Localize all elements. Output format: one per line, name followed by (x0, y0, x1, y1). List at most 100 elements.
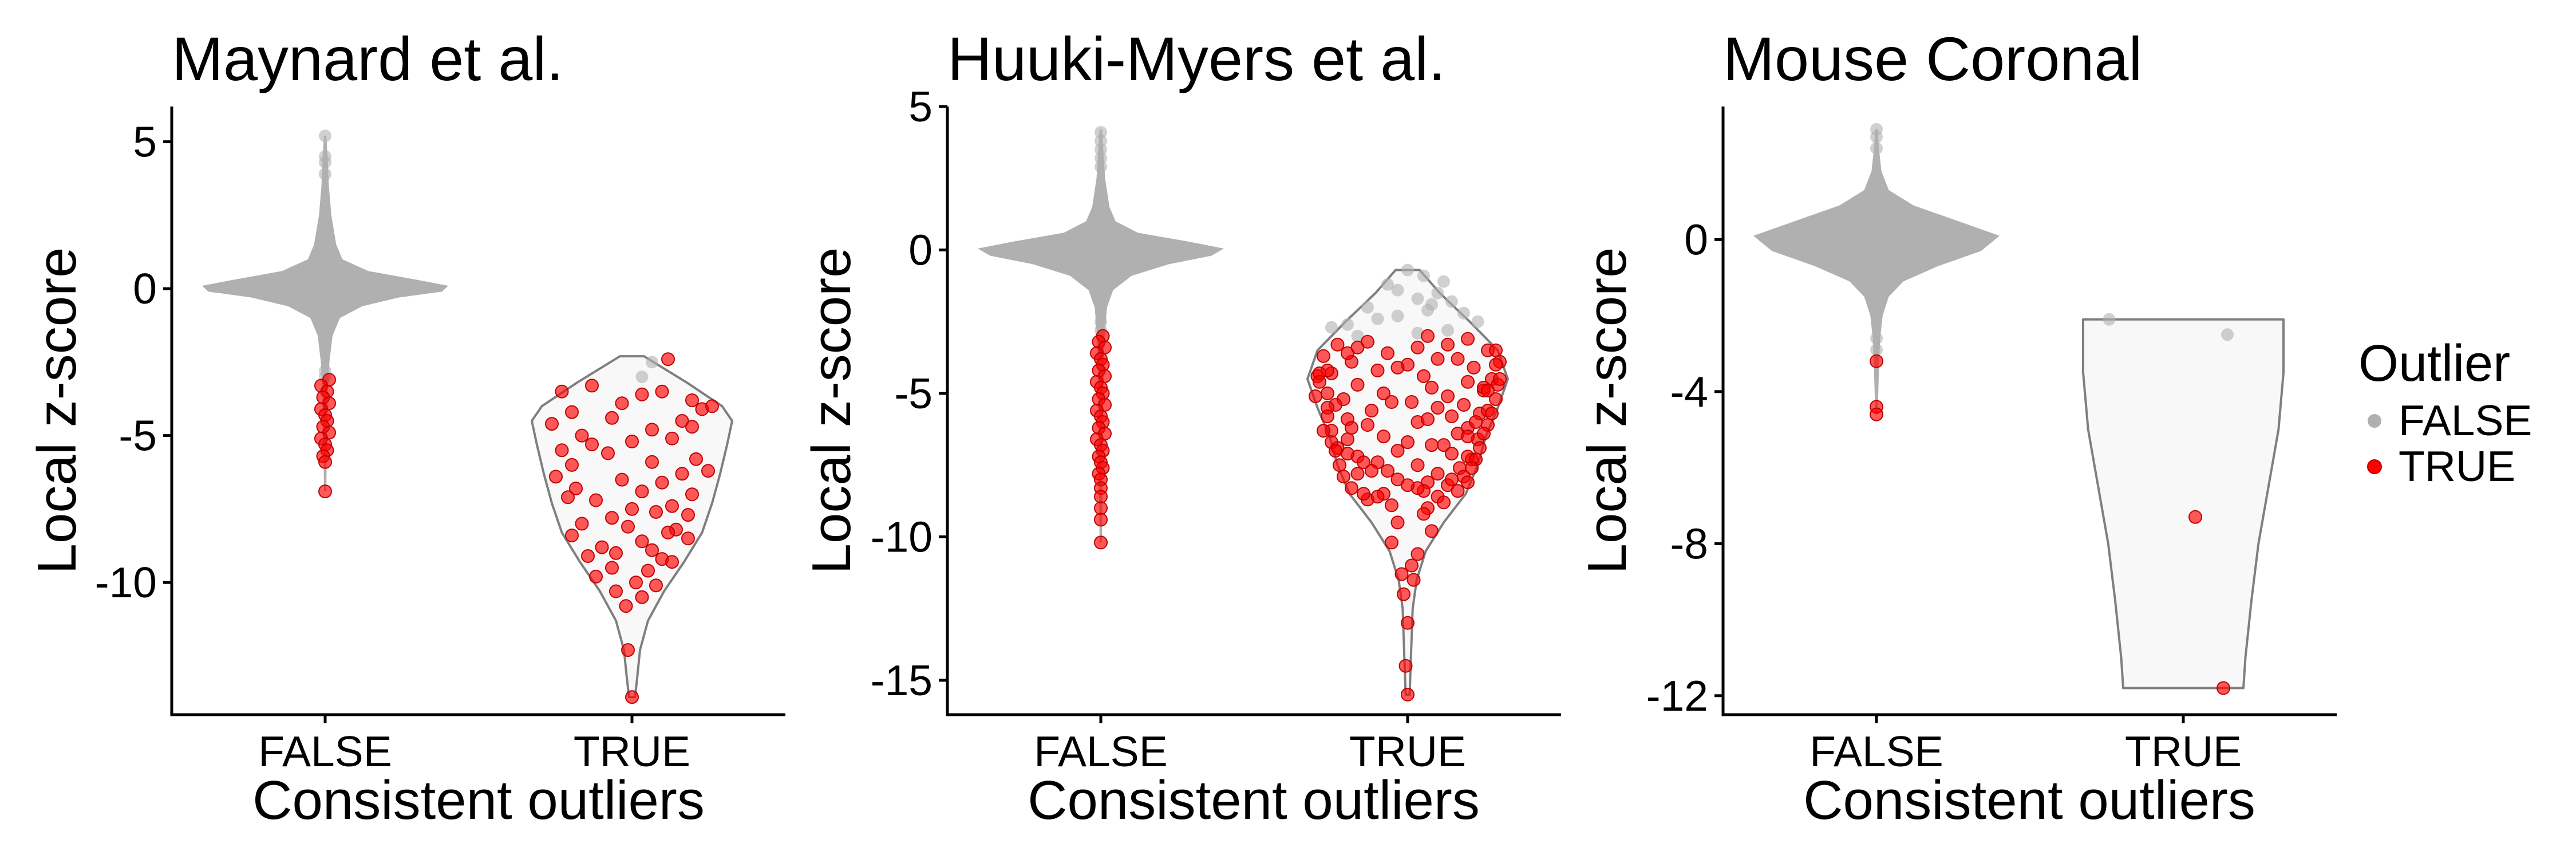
point-outlier-true (1465, 461, 1479, 475)
point-outlier-false (1401, 263, 1414, 277)
point-outlier-true (1321, 386, 1334, 400)
point-outlier-false (1471, 315, 1484, 328)
point-outlier-true (1461, 430, 1475, 444)
point-outlier-true (1421, 412, 1435, 426)
point-outlier-false (646, 356, 658, 369)
point-outlier-true (1350, 377, 1365, 392)
point-outlier-false (1437, 275, 1450, 288)
point-outlier-true (661, 352, 675, 367)
point-outlier-true (585, 438, 599, 451)
point-outlier-true (689, 452, 703, 466)
point-outlier-true (649, 505, 663, 519)
point-outlier-true (1313, 375, 1326, 389)
point-outlier-true (1411, 458, 1425, 472)
point-outlier-true (649, 578, 663, 593)
point-outlier-true (701, 464, 715, 478)
panel-title: Mouse Coronal (1723, 24, 2142, 93)
point-outlier-true (318, 455, 332, 469)
point-outlier-true (601, 446, 615, 460)
point-outlier-true (1385, 535, 1398, 550)
point-outlier-true (625, 434, 639, 448)
plot-area (978, 126, 1509, 702)
point-outlier-true (1489, 357, 1503, 372)
legend-entry-true: TRUE (2367, 442, 2515, 490)
x-ticks: FALSE TRUE (1034, 715, 1466, 775)
point-outlier-true (609, 584, 623, 598)
point-outlier-true (1401, 435, 1415, 450)
point-outlier-true (589, 569, 603, 584)
point-outlier-true (589, 493, 603, 507)
point-outlier-true (675, 467, 689, 481)
point-outlier-true (1341, 432, 1354, 447)
point-outlier-true (561, 490, 575, 505)
point-outlier-true (665, 431, 679, 446)
point-outlier-true (685, 393, 699, 407)
panel-title: Maynard et al. (172, 24, 563, 93)
point-outlier-true (1317, 424, 1330, 438)
point-outlier-false (1341, 318, 1354, 331)
y-tick-label: -5 (894, 369, 933, 417)
point-outlier-false (319, 156, 331, 169)
point-outlier-true (1390, 515, 1405, 530)
point-outlier-true (1485, 407, 1499, 420)
point-outlier-true (705, 399, 719, 413)
point-outlier-true (1417, 369, 1431, 383)
y-ticks: 0 -4 -8 -12 (1646, 215, 1723, 720)
point-outlier-true (635, 387, 649, 401)
point-outlier-true (1381, 464, 1394, 478)
x-tick-label: FALSE (1809, 727, 1943, 775)
point-outlier-false (635, 371, 649, 383)
point-outlier-true (1461, 332, 1475, 346)
violin-true (2082, 318, 2285, 689)
point-outlier-true (1094, 513, 1108, 527)
point-outlier-true (655, 384, 669, 399)
point-outlier-false (1391, 309, 1404, 322)
point-outlier-true (661, 525, 675, 539)
point-outlier-true (1431, 467, 1445, 481)
y-tick-label: -5 (118, 412, 157, 460)
point-outlier-false (1417, 269, 1430, 282)
point-outlier-true (1411, 547, 1425, 561)
legend-marker (2368, 414, 2381, 428)
point-outlier-true (1365, 404, 1378, 417)
point-outlier-true (575, 428, 589, 443)
point-outlier-true (655, 475, 669, 490)
point-outlier-true (625, 502, 639, 516)
point-outlier-true (1481, 383, 1495, 397)
y-ticks: 5 0 -5 -10 -15 (871, 82, 947, 704)
point-outlier-true (685, 487, 699, 502)
point-outlier-false (319, 168, 331, 180)
point-outlier-true (565, 405, 579, 419)
point-outlier-true (1405, 395, 1419, 409)
y-tick-label: -12 (1646, 672, 1708, 720)
point-outlier-true (1350, 340, 1365, 354)
point-outlier-true (645, 455, 659, 469)
legend-title: Outlier (2358, 335, 2510, 392)
point-outlier-true (615, 396, 629, 411)
point-outlier-true (1370, 363, 1385, 377)
point-outlier-true (1357, 487, 1370, 501)
y-tick-label: -8 (1670, 519, 1708, 568)
point-outlier-false (1445, 295, 1458, 308)
point-outlier-true (641, 564, 655, 578)
point-outlier-true (665, 499, 679, 513)
point-outlier-true (1357, 455, 1370, 470)
point-outlier-true (585, 379, 599, 393)
point-outlier-true (629, 576, 643, 590)
y-axis-title: Local z-score (26, 247, 88, 574)
point-outlier-true (1361, 418, 1374, 432)
point-outlier-false (1095, 143, 1107, 156)
x-tick-label: TRUE (574, 727, 690, 775)
legend-label: FALSE (2399, 396, 2532, 444)
point-outlier-true (1330, 337, 1345, 352)
point-outlier-true (1341, 447, 1354, 461)
point-outlier-true (645, 423, 659, 437)
point-outlier-true (1469, 415, 1483, 429)
point-outlier-false (319, 129, 331, 143)
point-outlier-true (575, 517, 589, 531)
point-outlier-true (609, 546, 623, 560)
point-outlier-true (1401, 616, 1415, 630)
point-outlier-true (625, 690, 639, 704)
legend-entry-false: FALSE (2368, 396, 2532, 444)
x-tick-label: TRUE (1349, 727, 1466, 775)
